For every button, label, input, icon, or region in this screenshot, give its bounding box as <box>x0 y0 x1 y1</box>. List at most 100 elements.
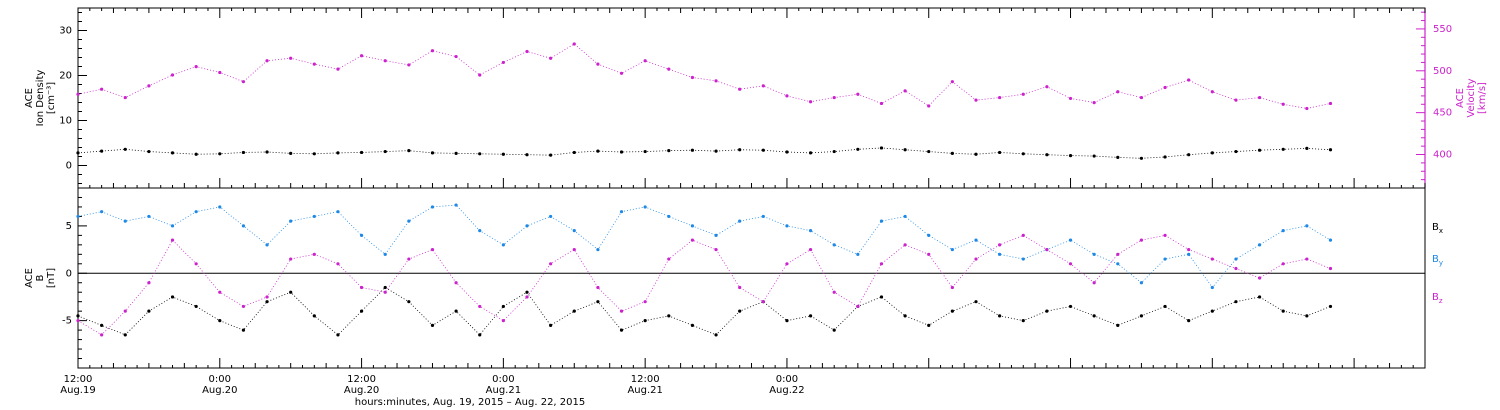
velocity-point <box>525 49 529 54</box>
density-point <box>100 149 104 153</box>
density-point <box>549 153 553 157</box>
bx-point <box>1187 319 1191 323</box>
density-point <box>974 152 978 156</box>
bottom-panel-frame <box>77 187 1426 369</box>
by-point <box>241 224 246 228</box>
bz-point <box>1305 257 1309 261</box>
by-point <box>667 214 671 219</box>
by-point <box>950 247 954 252</box>
bx-point <box>1257 295 1262 299</box>
density-point <box>123 147 127 151</box>
bz-point <box>690 238 695 242</box>
bz-point <box>714 247 718 252</box>
density-point <box>1163 155 1167 159</box>
left-tick-label: 0 <box>66 161 72 172</box>
right-tick-label: 500 <box>1433 66 1452 77</box>
left-tick-label: 20 <box>59 71 72 82</box>
x-tick-time: 0:00 <box>776 374 798 385</box>
velocity-trace <box>77 43 1331 109</box>
by-point <box>1092 252 1096 256</box>
density-point <box>194 152 198 156</box>
density-point <box>619 150 624 154</box>
bz-point <box>123 309 127 313</box>
bz-point <box>596 285 600 290</box>
bottom-tick-label: 0 <box>66 268 72 279</box>
density-point <box>714 149 718 153</box>
bz-point <box>1021 233 1025 237</box>
by-point <box>525 224 529 228</box>
x-tick-time: 12:00 <box>64 374 93 385</box>
left-tick-label: 30 <box>59 26 72 37</box>
density-point <box>1234 149 1238 154</box>
bz-point <box>1210 257 1214 261</box>
by-point <box>1139 281 1144 285</box>
bz-point <box>1092 281 1096 285</box>
velocity-point <box>312 62 316 66</box>
bz-point <box>761 300 765 304</box>
bx-point <box>950 309 954 313</box>
bz-trace <box>77 234 1331 336</box>
bottom-tick-label: -5 <box>62 316 72 327</box>
density-series <box>76 146 1333 160</box>
density-point <box>596 149 600 153</box>
velocity-point <box>501 60 505 65</box>
density-point <box>1187 153 1191 157</box>
legend-bz: Bz <box>1432 292 1443 305</box>
density-point <box>1068 154 1073 158</box>
magnetic-field-panel: -5 0 5 ACE B [nT] Bx By Bz <box>24 187 1443 369</box>
field-axis-label: [nT] <box>46 268 57 288</box>
bz-point <box>1139 238 1144 242</box>
velocity-point <box>454 54 458 59</box>
density-axis-label: [cm⁻³] <box>46 82 57 114</box>
bz-point <box>903 243 907 247</box>
by-point <box>549 214 553 219</box>
bz-point <box>998 243 1002 247</box>
bx-point <box>1328 304 1333 309</box>
velocity-point <box>1163 85 1167 90</box>
field-axis-label: ACE <box>24 268 35 288</box>
density-point <box>572 150 576 155</box>
by-point <box>147 214 151 219</box>
velocity-point <box>170 73 175 77</box>
velocity-point <box>407 63 411 67</box>
density-point <box>430 151 435 155</box>
by-point <box>1021 257 1025 261</box>
bz-point <box>478 304 482 309</box>
bz-point <box>856 304 860 309</box>
bz-point <box>289 257 293 261</box>
density-point <box>998 150 1002 155</box>
bx-point <box>123 333 127 337</box>
velocity-point <box>761 84 765 88</box>
by-point <box>808 229 813 233</box>
bz-point <box>785 262 789 266</box>
bz-point <box>218 290 222 294</box>
density-point <box>383 149 387 154</box>
velocity-point <box>1305 106 1309 111</box>
bx-point <box>265 300 269 304</box>
density-point <box>761 148 765 152</box>
right-tick-label: 550 <box>1433 24 1452 35</box>
density-point <box>738 148 742 152</box>
velocity-point <box>643 59 647 63</box>
density-axis-label: ACE <box>24 88 35 108</box>
bottom-tick-label: 5 <box>66 221 72 232</box>
density-point <box>1257 148 1262 152</box>
bx-point <box>454 309 458 313</box>
density-point <box>950 151 954 155</box>
by-point <box>501 243 505 247</box>
density-point <box>336 151 340 155</box>
density-point <box>359 150 364 155</box>
x-axis-label: hours:minutes, Aug. 19, 2015 – Aug. 22, … <box>355 397 586 408</box>
density-point <box>1281 147 1285 151</box>
density-point <box>218 152 222 156</box>
legend-bx: Bx <box>1432 222 1443 235</box>
by-point <box>383 252 387 256</box>
density-point <box>785 150 789 154</box>
velocity-point <box>1139 95 1144 100</box>
velocity-axis-label: Velocity <box>1466 78 1477 117</box>
top-panel-frame <box>77 7 1426 189</box>
by-point <box>265 243 269 247</box>
velocity-point <box>430 49 435 53</box>
